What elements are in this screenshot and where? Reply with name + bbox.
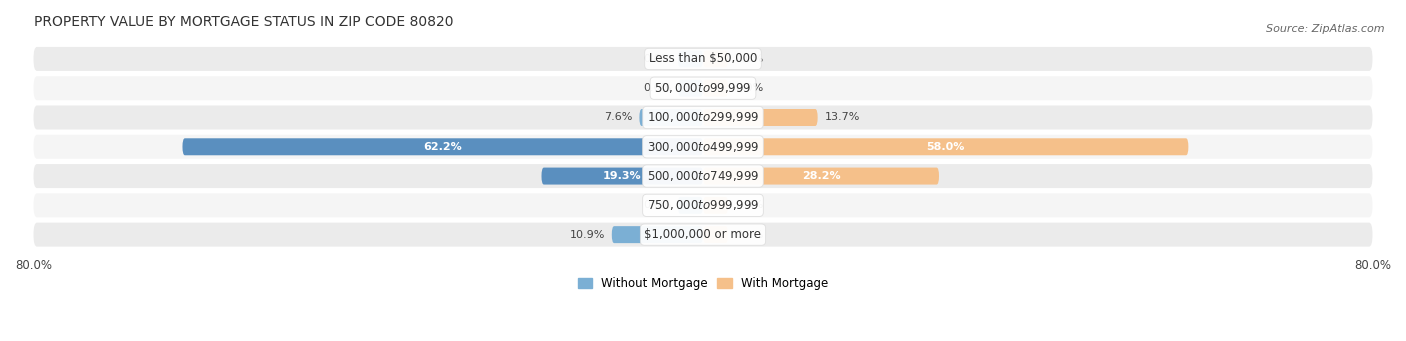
- FancyBboxPatch shape: [34, 164, 1372, 188]
- FancyBboxPatch shape: [34, 105, 1372, 130]
- FancyBboxPatch shape: [678, 197, 703, 214]
- FancyBboxPatch shape: [640, 109, 703, 126]
- FancyBboxPatch shape: [34, 193, 1372, 217]
- FancyBboxPatch shape: [703, 226, 728, 243]
- Legend: Without Mortgage, With Mortgage: Without Mortgage, With Mortgage: [574, 272, 832, 295]
- FancyBboxPatch shape: [678, 80, 703, 97]
- FancyBboxPatch shape: [34, 76, 1372, 100]
- Text: $50,000 to $99,999: $50,000 to $99,999: [654, 81, 752, 95]
- Text: 58.0%: 58.0%: [927, 142, 965, 152]
- FancyBboxPatch shape: [703, 109, 818, 126]
- Text: $300,000 to $499,999: $300,000 to $499,999: [647, 140, 759, 154]
- Text: $500,000 to $749,999: $500,000 to $749,999: [647, 169, 759, 183]
- FancyBboxPatch shape: [34, 135, 1372, 159]
- FancyBboxPatch shape: [541, 167, 703, 184]
- FancyBboxPatch shape: [183, 138, 703, 155]
- Text: 62.2%: 62.2%: [423, 142, 463, 152]
- FancyBboxPatch shape: [703, 167, 939, 184]
- Text: 28.2%: 28.2%: [801, 171, 841, 181]
- Text: 10.9%: 10.9%: [569, 229, 605, 240]
- Text: Source: ZipAtlas.com: Source: ZipAtlas.com: [1267, 24, 1385, 34]
- Text: 0.0%: 0.0%: [735, 54, 763, 64]
- FancyBboxPatch shape: [703, 80, 728, 97]
- FancyBboxPatch shape: [703, 197, 728, 214]
- Text: 0.0%: 0.0%: [735, 83, 763, 93]
- FancyBboxPatch shape: [678, 50, 703, 68]
- Text: 0.0%: 0.0%: [735, 229, 763, 240]
- FancyBboxPatch shape: [34, 47, 1372, 71]
- Text: $1,000,000 or more: $1,000,000 or more: [644, 228, 762, 241]
- Text: Less than $50,000: Less than $50,000: [648, 53, 758, 65]
- Text: 0.0%: 0.0%: [735, 201, 763, 210]
- Text: 19.3%: 19.3%: [603, 171, 641, 181]
- Text: 0.0%: 0.0%: [643, 201, 671, 210]
- Text: $100,000 to $299,999: $100,000 to $299,999: [647, 110, 759, 124]
- Text: PROPERTY VALUE BY MORTGAGE STATUS IN ZIP CODE 80820: PROPERTY VALUE BY MORTGAGE STATUS IN ZIP…: [34, 15, 453, 29]
- Text: 7.6%: 7.6%: [605, 113, 633, 122]
- FancyBboxPatch shape: [34, 223, 1372, 247]
- Text: 13.7%: 13.7%: [824, 113, 859, 122]
- FancyBboxPatch shape: [703, 50, 728, 68]
- FancyBboxPatch shape: [703, 138, 1188, 155]
- Text: $750,000 to $999,999: $750,000 to $999,999: [647, 198, 759, 212]
- Text: 0.0%: 0.0%: [643, 83, 671, 93]
- FancyBboxPatch shape: [612, 226, 703, 243]
- Text: 0.0%: 0.0%: [643, 54, 671, 64]
